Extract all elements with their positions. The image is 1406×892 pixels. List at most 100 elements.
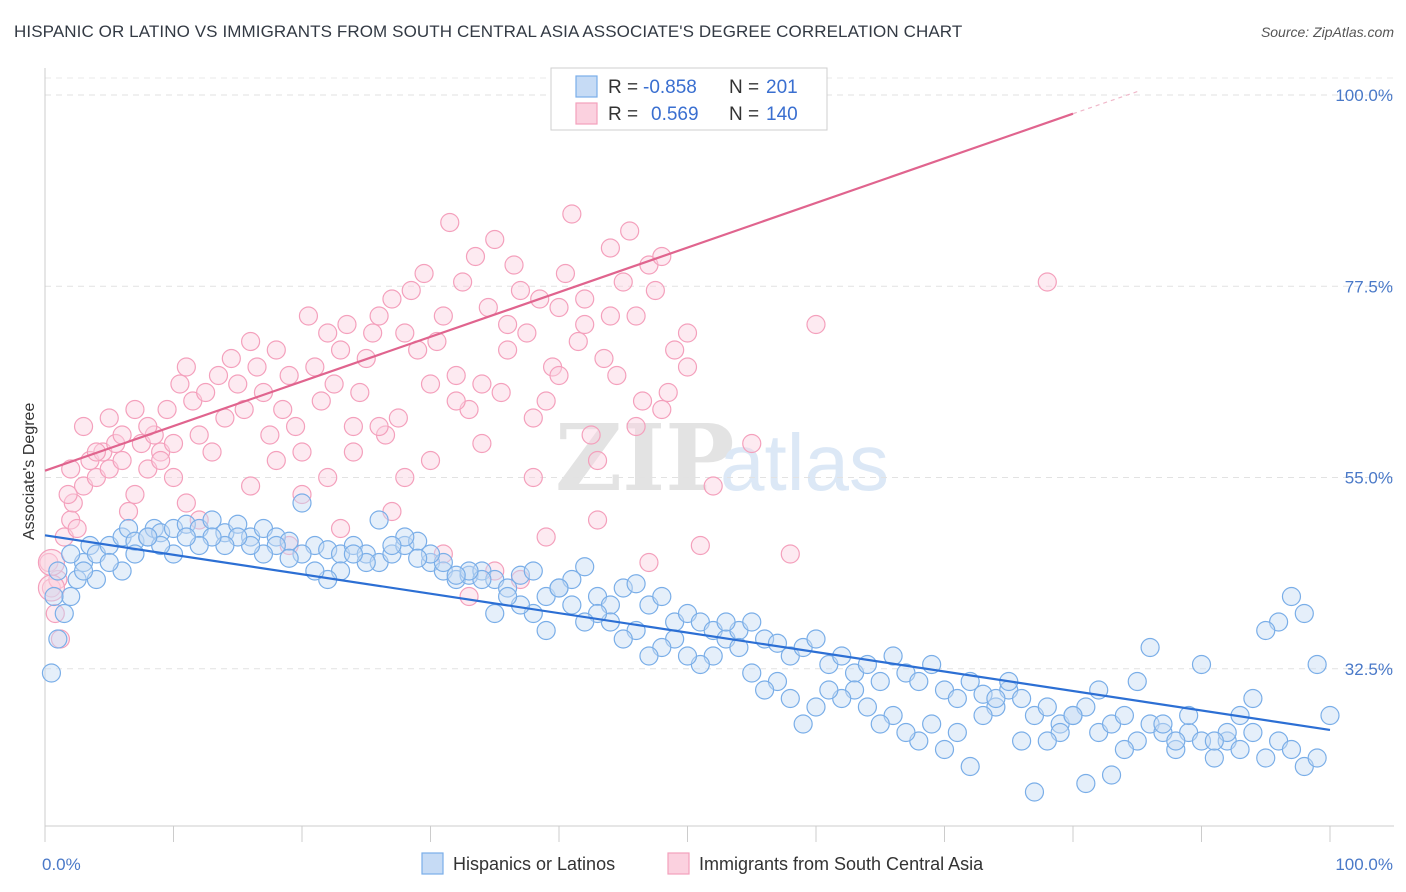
- pink-point-63: [420, 374, 441, 394]
- blue-point-81: [1011, 688, 1032, 709]
- pink-point-119: [58, 484, 78, 505]
- pink-point-77: [510, 280, 531, 301]
- blue-point-166: [536, 620, 556, 641]
- blue-point-169: [498, 586, 518, 607]
- pink-point-145: [639, 552, 659, 573]
- legend-swatch-pink: [575, 102, 598, 125]
- pink-point-117: [73, 416, 94, 437]
- y-tick-label-3: 100.0%: [1335, 86, 1393, 105]
- series-legend: Hispanics or Latinos Immigrants from Sou…: [421, 852, 984, 875]
- axes: [44, 68, 1394, 842]
- source-label: Source: ZipAtlas.com: [1260, 24, 1394, 40]
- pink-point-67: [446, 365, 466, 386]
- blue-point-114: [1204, 731, 1224, 751]
- blue-point-76: [947, 688, 967, 709]
- pink-point-146: [690, 535, 710, 556]
- pink-point-65: [433, 306, 453, 326]
- blue-point-18: [202, 510, 222, 530]
- blue-point-51: [626, 574, 646, 594]
- blue-point-131: [986, 688, 1006, 709]
- legend-n-label-2: N =: [729, 104, 759, 125]
- pink-point-84: [555, 263, 576, 284]
- blue-point-121: [1114, 739, 1135, 760]
- pink-point-147: [459, 586, 479, 607]
- blue-point-140: [870, 714, 890, 734]
- pink-point-71: [472, 433, 492, 454]
- trend-lines: [44, 91, 1331, 732]
- blue-series-points: [41, 493, 1340, 802]
- pink-series-points: [37, 204, 1057, 649]
- pink-point-49: [330, 340, 351, 360]
- pink-point-95: [626, 306, 646, 326]
- pink-point-40: [273, 399, 293, 420]
- blue-point-170: [485, 603, 505, 624]
- legend-r-value-2: 0.569: [651, 104, 699, 125]
- blue-point-173: [446, 565, 466, 585]
- blue-point-111: [1243, 688, 1263, 709]
- blue-point-107: [1294, 603, 1314, 624]
- blue-point-24: [279, 531, 299, 551]
- blue-point-3: [61, 586, 81, 607]
- blue-point-155: [677, 646, 698, 666]
- blue-point-178: [382, 535, 402, 556]
- pink-point-25: [176, 357, 196, 377]
- blue-point-53: [652, 586, 672, 607]
- blue-point-73: [909, 671, 929, 692]
- blue-point-124: [1076, 773, 1096, 794]
- blue-point-172: [459, 561, 479, 581]
- blue-point-135: [934, 739, 955, 760]
- pink-point-46: [311, 391, 331, 411]
- pink-point-47: [318, 323, 338, 343]
- legend-r-value-1: -0.858: [643, 77, 697, 98]
- blue-point-129: [1011, 731, 1032, 751]
- pink-point-128: [446, 391, 466, 411]
- grid-lines: [45, 77, 1394, 670]
- legend-n-value-1: 201: [766, 77, 798, 98]
- blue-point-25: [292, 493, 312, 513]
- legend-r-label-1: R =: [608, 77, 638, 98]
- pink-point-62: [414, 263, 434, 284]
- pink-point-125: [369, 416, 389, 437]
- blue-point-83: [1037, 697, 1057, 717]
- pink-point-73: [485, 229, 505, 250]
- pink-point-29: [202, 442, 222, 462]
- blue-point-160: [613, 629, 633, 649]
- blue-point-138: [896, 722, 916, 743]
- pink-point-102: [677, 323, 698, 343]
- pink-point-89: [587, 450, 608, 471]
- pink-point-8: [67, 518, 87, 539]
- pink-point-17: [125, 484, 145, 505]
- pink-point-78: [517, 323, 537, 343]
- pink-point-91: [600, 238, 621, 258]
- blue-point-200: [99, 552, 119, 573]
- pink-point-123: [318, 467, 338, 488]
- pink-point-81: [536, 391, 556, 411]
- pink-point-85: [562, 204, 582, 224]
- pink-point-44: [298, 306, 319, 326]
- pink-point-131: [523, 408, 543, 428]
- blue-point-99: [1243, 722, 1263, 743]
- blue-point-65: [806, 629, 826, 649]
- pink-trend-line: [44, 112, 1074, 472]
- pink-point-124: [343, 442, 363, 462]
- blue-point-144: [819, 680, 839, 700]
- blue-point-152: [716, 612, 736, 632]
- blue-trend-line: [44, 534, 1331, 732]
- blue-point-146: [793, 714, 813, 734]
- x-tick-label-0: 0.0%: [42, 855, 81, 874]
- pink-point-106: [806, 314, 826, 335]
- blue-point-202: [73, 561, 94, 581]
- pink-point-98: [645, 280, 665, 301]
- blue-point-0: [41, 663, 62, 683]
- pink-point-87: [575, 314, 595, 335]
- blue-point-133: [960, 756, 980, 777]
- pink-point-70: [465, 246, 486, 267]
- blue-point-164: [562, 595, 582, 615]
- blue-point-197: [138, 527, 158, 547]
- pink-point-22: [157, 399, 177, 420]
- pink-point-36: [247, 357, 267, 377]
- pink-point-135: [626, 416, 646, 437]
- pink-point-132: [549, 365, 569, 386]
- blue-point-125: [1063, 705, 1083, 726]
